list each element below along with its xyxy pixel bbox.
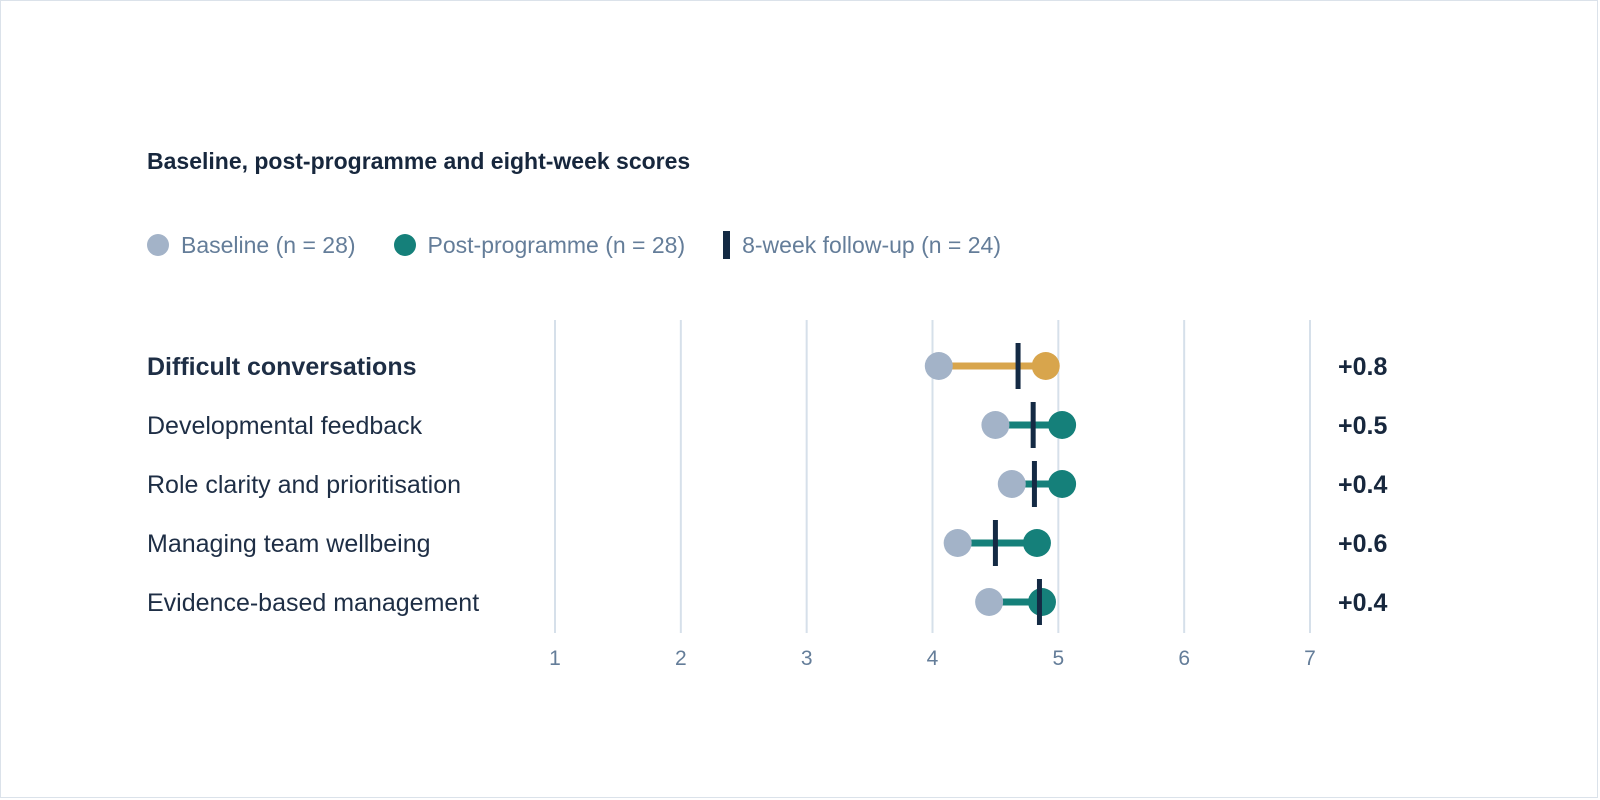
legend-label-followup: 8-week follow-up (n = 24) xyxy=(742,231,1001,258)
delta-label: +0.4 xyxy=(1338,589,1387,617)
post-programme-point xyxy=(1048,411,1077,439)
followup-marker xyxy=(992,520,998,566)
delta-label: +0.5 xyxy=(1338,412,1387,440)
legend-item-post-programme: Post-programme (n = 28) xyxy=(393,231,686,259)
baseline-dot-icon xyxy=(147,234,169,256)
row-label: Difficult conversations xyxy=(147,353,417,381)
x-tick-label: 1 xyxy=(549,647,561,670)
post-programme-point xyxy=(1031,352,1060,380)
baseline-point xyxy=(975,588,1004,616)
chart-title: Baseline, post-programme and eight-week … xyxy=(147,148,691,174)
legend-item-followup: 8-week follow-up (n = 24) xyxy=(723,231,1001,259)
followup-tick-icon xyxy=(723,231,731,259)
post-programme-point xyxy=(1022,529,1051,557)
x-tick-label: 6 xyxy=(1178,647,1190,670)
delta-label: +0.4 xyxy=(1338,471,1387,499)
followup-marker xyxy=(1036,579,1042,625)
followup-marker xyxy=(1030,402,1036,448)
legend: Baseline (n = 28) Post-programme (n = 28… xyxy=(147,230,1001,260)
row-label: Managing team wellbeing xyxy=(147,530,431,558)
x-tick-label: 4 xyxy=(927,647,939,670)
legend-label-baseline: Baseline (n = 28) xyxy=(181,231,356,258)
row-label: Role clarity and prioritisation xyxy=(147,471,461,499)
row-label: Developmental feedback xyxy=(147,412,423,440)
followup-marker xyxy=(1031,461,1037,507)
baseline-point xyxy=(997,470,1026,498)
delta-label: +0.6 xyxy=(1338,530,1387,558)
legend-item-baseline: Baseline (n = 28) xyxy=(147,232,356,259)
x-tick-label: 7 xyxy=(1304,647,1316,670)
baseline-point xyxy=(943,529,972,557)
baseline-point xyxy=(981,411,1010,439)
followup-marker xyxy=(1015,343,1021,389)
baseline-point xyxy=(924,352,953,380)
row-label: Evidence-based management xyxy=(147,589,479,617)
delta-label: +0.8 xyxy=(1338,353,1387,381)
post-programme-dot-icon xyxy=(393,234,416,256)
post-programme-point xyxy=(1048,470,1077,498)
post-programme-point xyxy=(1027,588,1056,616)
x-tick-label: 5 xyxy=(1052,647,1064,670)
x-tick-label: 2 xyxy=(675,647,687,670)
x-tick-label: 3 xyxy=(801,647,813,670)
legend-label-post-programme: Post-programme (n = 28) xyxy=(427,231,686,258)
